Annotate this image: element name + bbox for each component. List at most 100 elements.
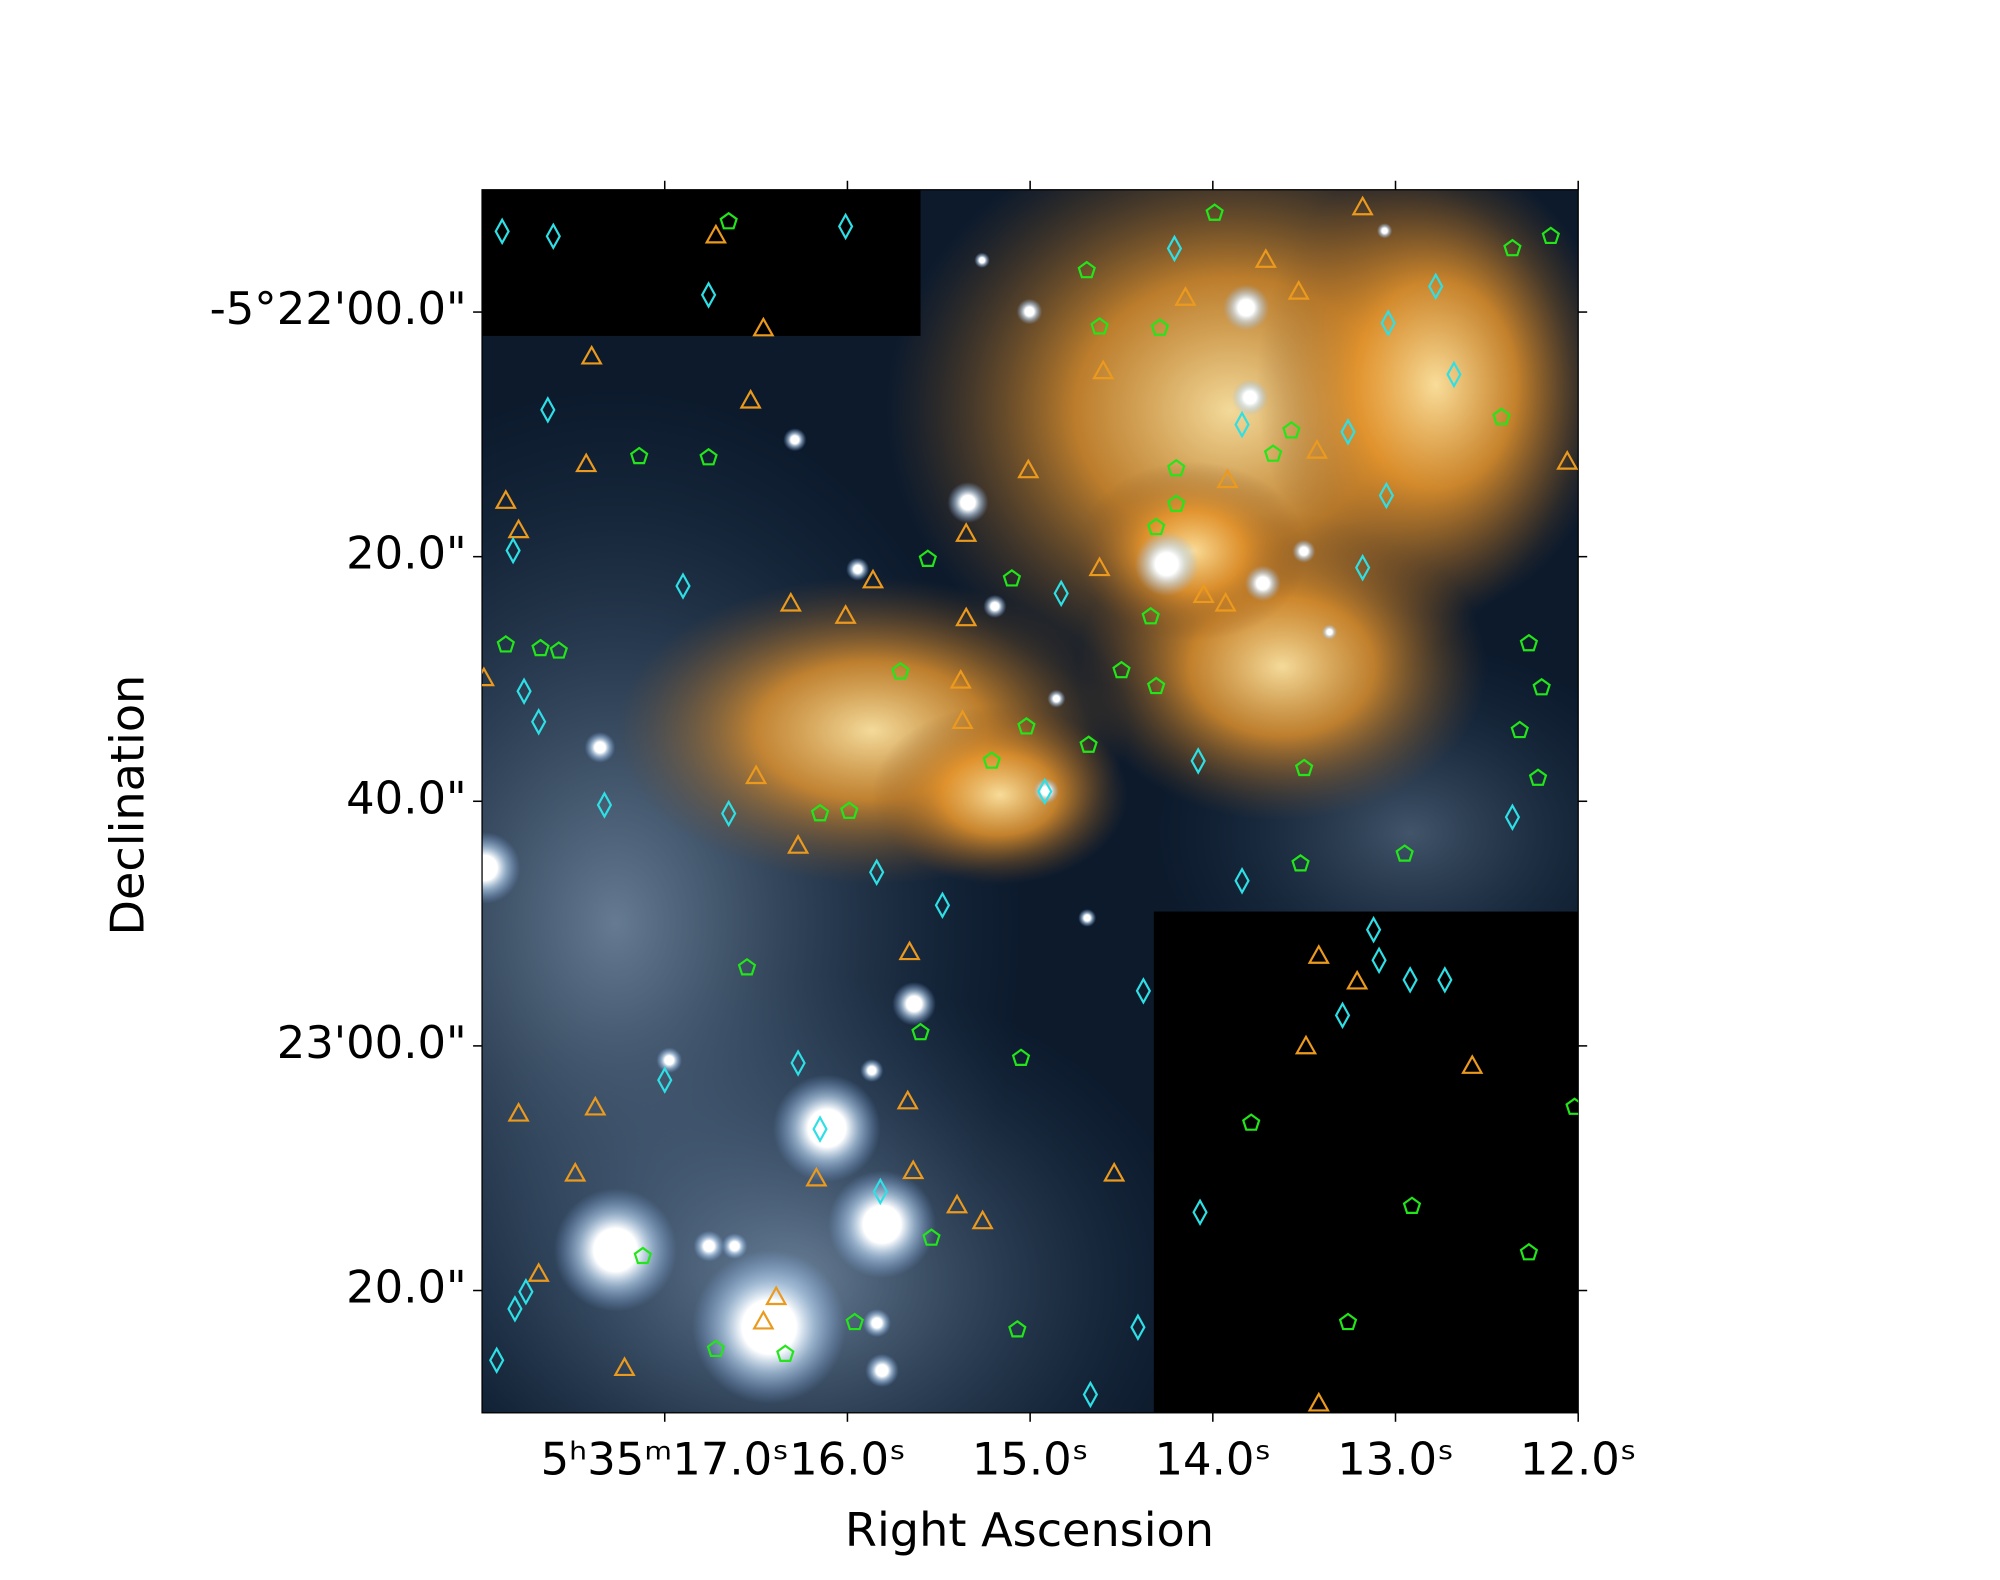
- catalog-markers: [482, 195, 1579, 1412]
- diamond-marker: [721, 799, 737, 828]
- pentagon-marker: [531, 638, 550, 657]
- diamond-marker: [1504, 803, 1521, 831]
- triangle-marker: [527, 1262, 550, 1282]
- pentagon-marker: [840, 801, 859, 819]
- diamond-marker: [700, 281, 717, 309]
- triangle-marker: [1294, 1034, 1318, 1055]
- pentagon-marker: [1146, 517, 1166, 536]
- triangle-marker: [1307, 944, 1330, 964]
- triangle-marker: [1305, 439, 1329, 459]
- diamond-marker: [1053, 579, 1069, 608]
- triangle-marker: [752, 1309, 775, 1330]
- triangle-marker: [1216, 468, 1239, 489]
- triangle-marker: [945, 1193, 969, 1214]
- diamond-marker: [1135, 977, 1152, 1005]
- triangle-marker: [834, 604, 857, 624]
- diamond-marker: [1378, 481, 1395, 510]
- pentagon-marker: [1282, 421, 1301, 439]
- diamond-marker: [596, 791, 613, 819]
- triangle-marker: [564, 1161, 587, 1182]
- diamond-marker: [675, 572, 691, 600]
- triangle-marker: [744, 764, 768, 785]
- y-tick-label: 20.0": [346, 1261, 467, 1314]
- triangle-marker: [1214, 591, 1237, 612]
- diamond-marker: [1365, 915, 1382, 944]
- diamond-marker: [1334, 1001, 1351, 1030]
- diamond-marker: [1354, 553, 1371, 582]
- pentagon-marker: [496, 635, 516, 653]
- pentagon-marker: [1079, 735, 1098, 753]
- diamond-marker: [1380, 309, 1396, 337]
- pentagon-marker: [922, 1228, 941, 1246]
- pentagon-marker: [1241, 1113, 1261, 1131]
- pentagon-marker: [706, 1339, 726, 1358]
- pentagon-marker: [1395, 844, 1414, 862]
- pentagon-marker: [1141, 606, 1160, 625]
- triangle-marker: [1307, 1391, 1330, 1412]
- diamond-marker: [657, 1066, 673, 1094]
- triangle-marker: [951, 709, 974, 730]
- pentagon-marker: [1528, 768, 1548, 786]
- pentagon-marker: [1532, 677, 1551, 696]
- triangle-marker: [955, 606, 978, 627]
- pentagon-marker: [1112, 660, 1131, 679]
- diamond-marker: [1340, 418, 1356, 446]
- diamond-marker: [516, 677, 532, 705]
- triangle-marker: [1088, 556, 1111, 577]
- pentagon-marker: [776, 1344, 795, 1362]
- diamond-marker: [540, 396, 556, 424]
- triangle-marker: [507, 1101, 530, 1122]
- pentagon-marker: [810, 803, 830, 822]
- triangle-marker: [613, 1356, 636, 1377]
- x-tick-label: 15.0ˢ: [972, 1432, 1089, 1485]
- pentagon-marker: [1008, 1319, 1027, 1338]
- triangle-marker: [898, 940, 921, 961]
- sky-image: [482, 189, 1579, 1413]
- diamond-marker: [545, 222, 561, 251]
- triangle-marker: [752, 316, 775, 337]
- triangle-marker: [779, 591, 802, 612]
- diamond-marker: [837, 212, 854, 241]
- pentagon-marker: [1077, 260, 1096, 279]
- x-tick-label: 13.0ˢ: [1337, 1432, 1454, 1485]
- x-tick-label: 12.0ˢ: [1520, 1432, 1637, 1485]
- pentagon-marker: [633, 1246, 653, 1265]
- diamond-marker: [505, 536, 521, 565]
- x-axis-title: Right Ascension: [845, 1503, 1214, 1557]
- pentagon-marker: [1519, 633, 1539, 652]
- triangle-marker: [1346, 969, 1369, 990]
- pentagon-marker: [719, 211, 738, 230]
- diamond-marker: [518, 1277, 534, 1306]
- pentagon-marker: [1565, 1097, 1579, 1115]
- triangle-marker: [1103, 1161, 1126, 1182]
- y-tick-label: 20.0": [346, 527, 467, 580]
- pentagon-marker: [1492, 407, 1511, 426]
- pentagon-marker: [1541, 226, 1561, 245]
- diamond-marker: [1234, 866, 1250, 895]
- pentagon-marker: [737, 957, 757, 976]
- triangle-marker: [1192, 583, 1215, 604]
- triangle-marker: [739, 388, 762, 409]
- triangle-marker: [805, 1166, 828, 1187]
- triangle-marker: [955, 522, 978, 542]
- diamond-marker: [531, 707, 547, 736]
- triangle-marker: [902, 1159, 925, 1180]
- triangle-marker: [1174, 286, 1197, 306]
- diamond-marker: [1402, 966, 1418, 994]
- diamond-marker: [1446, 360, 1462, 389]
- triangle-marker: [1254, 248, 1277, 268]
- triangle-marker: [580, 344, 603, 365]
- diamond-marker: [1437, 966, 1453, 994]
- pentagon-marker: [1017, 716, 1036, 735]
- triangle-marker: [765, 1285, 788, 1306]
- diamond-marker: [507, 1295, 523, 1323]
- diamond-marker: [1082, 1380, 1099, 1409]
- pentagon-marker: [982, 751, 1001, 769]
- triangle-marker: [704, 223, 727, 244]
- pentagon-marker: [1510, 720, 1529, 739]
- diamond-marker: [934, 891, 951, 920]
- triangle-marker: [575, 452, 598, 473]
- pentagon-marker: [1167, 458, 1186, 477]
- diamond-marker: [869, 858, 885, 887]
